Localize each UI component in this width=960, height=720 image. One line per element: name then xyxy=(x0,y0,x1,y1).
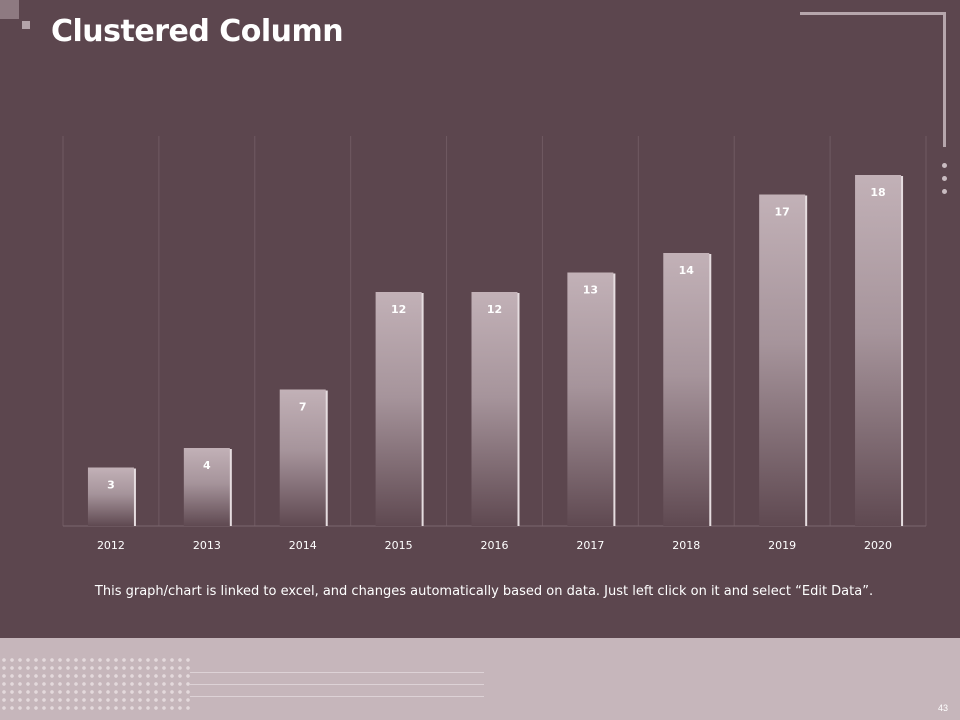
data-label: 13 xyxy=(583,284,598,297)
bar-2017[interactable] xyxy=(567,272,614,527)
data-label: 3 xyxy=(107,479,115,492)
x-tick-label: 2019 xyxy=(768,539,796,552)
footer-line xyxy=(190,696,484,697)
bar-2019[interactable] xyxy=(759,194,806,527)
bar-2013[interactable] xyxy=(183,448,230,526)
chart-bars xyxy=(87,175,904,527)
data-label: 17 xyxy=(775,206,790,219)
slide-title: Clustered Column xyxy=(51,14,344,49)
decorative-dots xyxy=(941,163,949,202)
x-tick-label: 2020 xyxy=(864,539,892,552)
footer-dot-pattern xyxy=(0,656,190,714)
dot-icon xyxy=(942,176,947,181)
x-tick-label: 2016 xyxy=(481,539,509,552)
dot-icon xyxy=(942,189,947,194)
dot-icon xyxy=(942,163,947,168)
data-label: 14 xyxy=(679,264,695,277)
data-label: 12 xyxy=(487,303,502,316)
bar-2018[interactable] xyxy=(663,253,710,526)
frame-line-top xyxy=(800,12,946,15)
data-label: 12 xyxy=(391,303,406,316)
bar-2012[interactable] xyxy=(87,467,134,527)
data-label: 4 xyxy=(203,459,211,472)
corner-square-large xyxy=(0,0,19,19)
footer-line xyxy=(190,684,484,685)
x-tick-label: 2012 xyxy=(97,539,125,552)
x-tick-label: 2014 xyxy=(289,539,317,552)
bar-2020[interactable] xyxy=(855,175,902,526)
x-tick-label: 2017 xyxy=(576,539,604,552)
x-tick-label: 2015 xyxy=(385,539,413,552)
data-label: 7 xyxy=(299,401,307,414)
chart-caption: This graph/chart is linked to excel, and… xyxy=(94,584,874,599)
clustered-column-chart[interactable]: 3 2012 4 2013 7 2014 12 2015 12 2016 13 2017 14 2018 1… xyxy=(0,0,960,640)
page-number: 43 xyxy=(937,703,948,713)
bar-2014[interactable] xyxy=(279,389,326,527)
x-tick-label: 2018 xyxy=(672,539,700,552)
bar-2015[interactable] xyxy=(375,292,422,526)
chart-labels: 3 2012 4 2013 7 2014 12 2015 12 2016 13 2017 14 2018 1… xyxy=(97,186,892,552)
corner-square-small xyxy=(22,21,30,29)
footer-line xyxy=(190,672,484,673)
data-label: 18 xyxy=(870,186,885,199)
frame-line-right xyxy=(943,12,946,147)
x-tick-label: 2013 xyxy=(193,539,221,552)
bar-2016[interactable] xyxy=(471,292,518,526)
